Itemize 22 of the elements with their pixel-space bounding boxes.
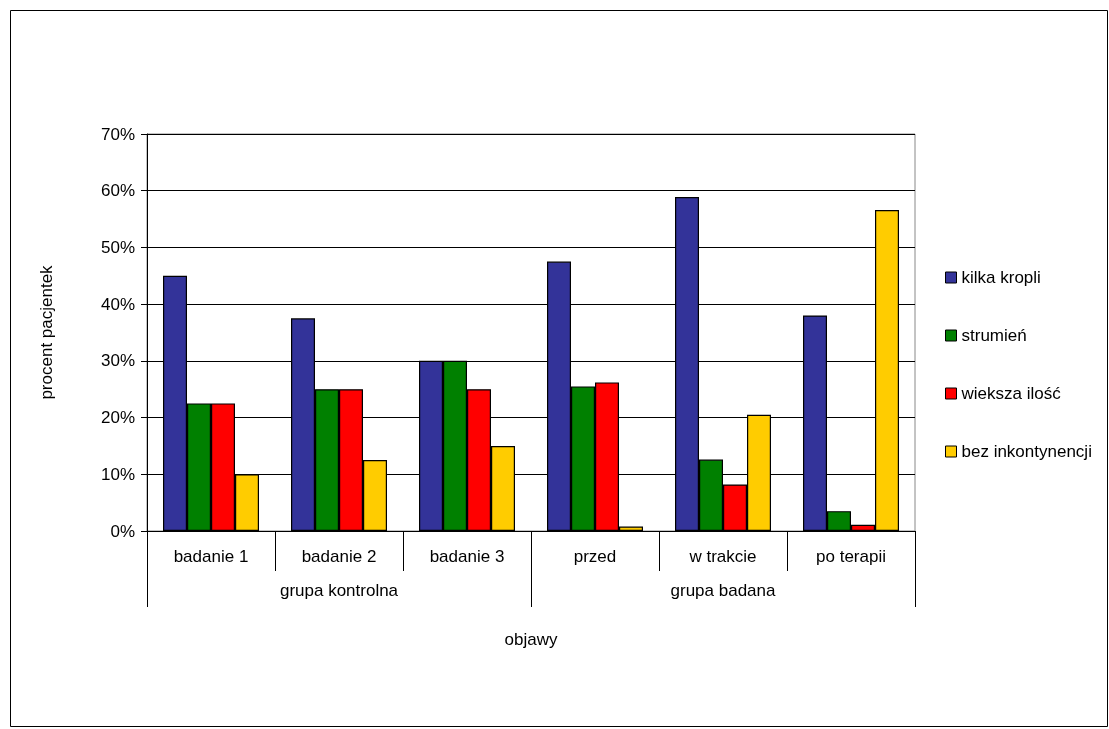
- text: grupa badana: [670, 580, 777, 600]
- x-tick-label: badanie 3: [429, 547, 505, 566]
- legend-label: kilka kropli: [961, 268, 1041, 287]
- legend-label: strumień: [961, 326, 1027, 345]
- y-tick-label: 20%: [100, 408, 135, 428]
- x-axis-title: objawy: [504, 630, 558, 649]
- text: grupa kontrolna: [279, 580, 399, 600]
- x-tick-label: po terapii: [816, 547, 886, 566]
- y-tick-label: 70%: [100, 124, 135, 144]
- legend-label: bez inkontynencji: [961, 442, 1092, 461]
- y-tick-label: 0%: [110, 521, 135, 541]
- y-tick-label: 50%: [100, 237, 135, 257]
- x-tick-label: badanie 1: [173, 547, 249, 566]
- x-tick-label: w trakcie: [688, 547, 757, 566]
- legend-label: wieksza ilość: [960, 384, 1062, 403]
- y-axis-title: procent pacjentek: [37, 264, 56, 400]
- x-tick-label: przed: [573, 547, 617, 566]
- y-tick-label: 60%: [100, 181, 135, 201]
- y-tick-label: 10%: [100, 464, 135, 484]
- x-tick-label: badanie 2: [301, 547, 377, 566]
- y-tick-label: 30%: [100, 351, 135, 371]
- y-tick-label: 40%: [100, 294, 135, 314]
